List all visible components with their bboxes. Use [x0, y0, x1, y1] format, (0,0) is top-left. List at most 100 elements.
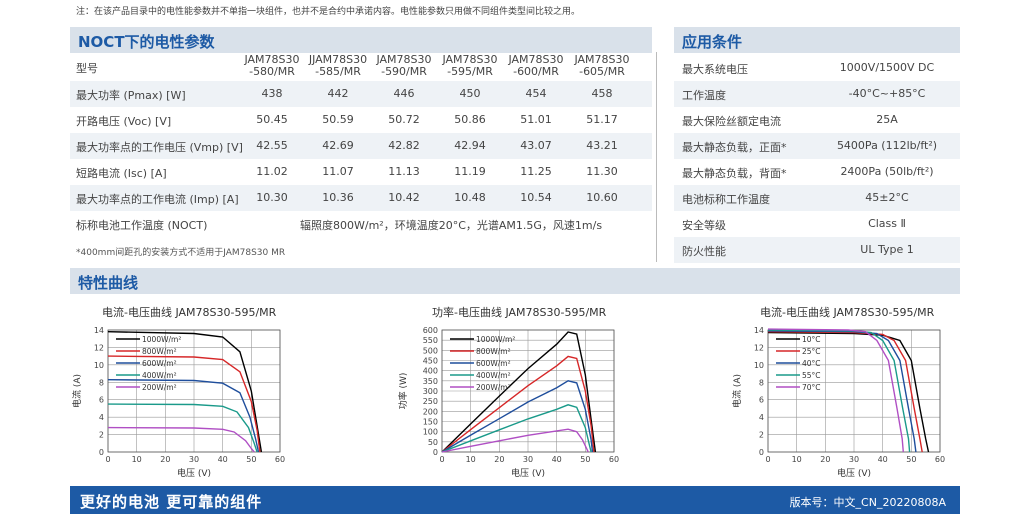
- y-axis-label: 功率 (W): [397, 373, 409, 410]
- app-row-value: Class Ⅱ: [868, 217, 906, 230]
- cell-value: 43.07: [520, 139, 552, 152]
- row-label: 最大功率 (Pmax) [W]: [76, 89, 186, 102]
- iv-temperature-chart: 0 2 4 6 8 10 12 14 0 10 20 30 40 50 60 10°C 25°C 40°C 55°C…: [731, 326, 945, 479]
- noct-section-header: NOCT下的电性参数: [70, 27, 652, 53]
- cell-value: 51.01: [520, 113, 552, 126]
- x-tick-label: 20: [820, 455, 830, 464]
- x-tick-label: 60: [609, 455, 619, 464]
- version-label: 版本号：中文_CN_20220808A: [789, 496, 946, 509]
- app-row-label: 电池标称工作温度: [682, 193, 770, 206]
- legend-label: 600W/m²: [476, 359, 511, 368]
- model-name-line2: -595/MR: [447, 65, 493, 78]
- footnote: *400mm间距孔的安装方式不适用于JAM78S30 MR: [76, 248, 286, 258]
- model-name-line1: JAM78S30: [574, 53, 630, 66]
- y-tick-label: 0: [99, 448, 104, 457]
- model-name: JAM78S30 -580/MR: [241, 54, 303, 78]
- cell-value: 11.13: [388, 165, 420, 178]
- x-tick-label: 30: [523, 455, 533, 464]
- section-divider: [656, 52, 657, 262]
- footer-slogan: 更好的电池 更可靠的组件: [80, 493, 263, 511]
- y-tick-label: 4: [99, 413, 104, 422]
- app-row-label: 最大静态负载，背面*: [682, 167, 787, 180]
- model-name: JAM78S30 -590/MR: [373, 54, 435, 78]
- y-tick-label: 14: [754, 326, 764, 335]
- app-row-label: 最大静态负载，正面*: [682, 141, 787, 154]
- x-tick-label: 60: [935, 455, 945, 464]
- series-line: [767, 331, 930, 453]
- app-row-label: 安全等级: [682, 219, 726, 232]
- cell-value: 42.94: [454, 139, 486, 152]
- noct-section-title: NOCT下的电性参数: [78, 33, 215, 51]
- app-section-title: 应用条件: [682, 33, 743, 51]
- y-tick-label: 150: [423, 418, 438, 427]
- legend-label: 600W/m²: [142, 359, 177, 368]
- x-axis-label: 电压 (V): [837, 467, 871, 479]
- plot-frame: [107, 329, 281, 453]
- cell-value: 442: [327, 87, 349, 100]
- app-row: 工作温度 -40°C~+85°C: [674, 81, 960, 107]
- app-row-value: 25A: [876, 113, 898, 126]
- app-row-value: 2400Pa (50lb/ft²): [840, 165, 934, 178]
- table-row: 开路电压 (Voc) [V] 50.45 50.59 50.72 50.86 51.01 5…: [70, 107, 652, 133]
- y-tick-label: 2: [759, 431, 764, 440]
- y-tick-label: 6: [759, 396, 764, 405]
- y-tick-label: 6: [99, 396, 104, 405]
- cell-value: 10.30: [256, 191, 288, 204]
- series-line: [767, 330, 917, 453]
- series-line: [107, 355, 261, 453]
- x-tick-label: 60: [275, 455, 285, 464]
- model-label: 型号: [76, 62, 98, 75]
- y-tick-label: 100: [423, 428, 438, 437]
- y-tick-label: 250: [423, 397, 438, 406]
- app-row: 防火性能 UL Type 1: [674, 237, 960, 263]
- cell-value: 11.19: [454, 165, 486, 178]
- cell-value: 50.45: [256, 113, 288, 126]
- curves-section-title: 特性曲线: [78, 274, 139, 292]
- app-row: 最大静态负载，正面* 5400Pa (112lb/ft²): [674, 133, 960, 159]
- app-row-label: 工作温度: [682, 89, 726, 102]
- model-header-row: 型号 JAM78S30 -580/MR JJAM78S30 -585/MR JAM78S3…: [70, 54, 652, 80]
- row-label: 短路电流 (Isc) [A]: [76, 167, 167, 180]
- x-tick-label: 0: [765, 455, 770, 464]
- series-line: [767, 329, 911, 453]
- y-tick-label: 350: [423, 377, 438, 386]
- app-row-value: UL Type 1: [860, 243, 914, 256]
- y-tick-label: 12: [754, 343, 764, 352]
- app-row-value: 45±2°C: [865, 191, 909, 204]
- model-name-line2: -585/MR: [315, 65, 361, 78]
- y-tick-label: 50: [428, 438, 438, 447]
- model-name: JJAM78S30 -585/MR: [307, 54, 369, 78]
- x-tick-label: 0: [105, 455, 110, 464]
- series-line: [441, 331, 597, 453]
- cell-value: 42.55: [256, 139, 288, 152]
- cell-value: 51.17: [586, 113, 618, 126]
- model-name-line1: JAM78S30: [442, 53, 498, 66]
- chart-3-title: 电流-电压曲线 JAM78S30-595/MR: [760, 306, 935, 319]
- x-tick-label: 20: [160, 455, 170, 464]
- y-tick-label: 600: [423, 326, 438, 335]
- x-tick-label: 10: [792, 455, 802, 464]
- cell-value: 11.07: [322, 165, 354, 178]
- y-tick-label: 550: [423, 336, 438, 345]
- cell-value: 10.48: [454, 191, 486, 204]
- legend-label: 25°C: [802, 347, 821, 356]
- legend-label: 40°C: [802, 359, 821, 368]
- legend-label: 400W/m²: [476, 371, 511, 380]
- x-tick-label: 50: [906, 455, 916, 464]
- x-tick-label: 20: [494, 455, 504, 464]
- chart-2-title: 功率-电压曲线 JAM78S30-595/MR: [432, 306, 607, 319]
- series-line: [107, 403, 258, 453]
- x-tick-label: 10: [132, 455, 142, 464]
- app-row-value: 1000V/1500V DC: [839, 61, 935, 74]
- cell-value: 11.02: [256, 165, 288, 178]
- curves-section-header: 特性曲线: [70, 268, 960, 294]
- x-tick-label: 40: [552, 455, 562, 464]
- x-tick-label: 30: [849, 455, 859, 464]
- x-tick-label: 10: [466, 455, 476, 464]
- app-row: 最大保险丝额定电流 25A: [674, 107, 960, 133]
- x-axis-label: 电压 (V): [177, 467, 211, 479]
- row-label: 最大功率点的工作电流 (Imp) [A]: [76, 193, 239, 206]
- table-row: 短路电流 (Isc) [A] 11.02 11.07 11.13 11.19 11.25 1…: [70, 159, 652, 185]
- table-row: 最大功率点的工作电流 (Imp) [A] 10.30 10.36 10.42 10.48…: [70, 185, 652, 211]
- legend-label: 800W/m²: [476, 347, 511, 356]
